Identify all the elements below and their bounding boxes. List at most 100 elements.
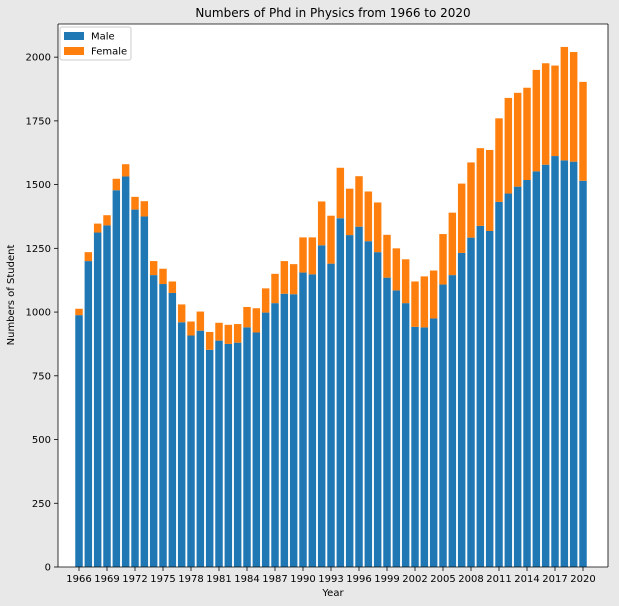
bar-female-2016	[541, 63, 550, 165]
bar-female-2013	[513, 92, 522, 187]
bar-female-2009	[476, 148, 485, 226]
bar-female-1969	[103, 215, 111, 226]
bar-male-2012	[504, 193, 513, 567]
bar-male-1987	[271, 303, 279, 567]
bar-male-1981	[215, 340, 223, 567]
bar-male-2018	[560, 160, 569, 567]
bar-female-2007	[457, 183, 466, 253]
bar-male-2017	[551, 156, 559, 568]
bar-male-1994	[336, 218, 345, 567]
x-tick-label-1987: 1987	[262, 574, 287, 585]
bar-female-1996	[355, 176, 363, 227]
bar-female-1973	[140, 201, 149, 217]
bar-male-2007	[457, 252, 466, 567]
x-tick-label-1978: 1978	[178, 574, 203, 585]
bar-female-1992	[317, 201, 326, 246]
bar-female-2011	[495, 118, 503, 202]
bar-female-1975	[159, 268, 167, 285]
bar-female-1982	[224, 324, 233, 344]
bar-female-2018	[560, 46, 569, 161]
bar-female-2020	[579, 81, 587, 181]
legend: Male Female	[59, 26, 132, 61]
x-tick-label-1972: 1972	[122, 574, 147, 585]
x-tick-label-1993: 1993	[318, 574, 343, 585]
bar-male-1974	[149, 275, 158, 567]
bar-female-2012	[504, 97, 513, 194]
x-tick-label-1969: 1969	[94, 574, 119, 585]
y-axis-title: Numbers of Student	[6, 245, 17, 346]
bar-female-1976	[168, 281, 177, 293]
bar-male-1989	[289, 294, 298, 567]
bar-male-1999	[383, 277, 391, 567]
bar-female-1983	[233, 324, 242, 343]
bar-male-1969	[103, 225, 111, 567]
bar-male-2013	[513, 186, 522, 567]
bar-male-2011	[495, 201, 503, 567]
y-tick-label-250: 250	[32, 499, 51, 510]
bar-female-2014	[523, 87, 531, 181]
bar-male-2020	[579, 180, 587, 567]
bar-female-1970	[112, 178, 121, 191]
y-tick-label-1500: 1500	[26, 180, 51, 191]
x-tick-label-1996: 1996	[346, 574, 371, 585]
bar-male-1972	[131, 209, 139, 567]
x-tick-label-1975: 1975	[150, 574, 175, 585]
bar-female-1974	[149, 261, 158, 276]
bar-male-1991	[308, 274, 317, 567]
bar-male-2009	[476, 225, 485, 567]
bar-female-2006	[448, 212, 457, 276]
bar-male-1996	[355, 226, 363, 568]
bar-female-2004	[429, 270, 438, 319]
bar-male-2019	[569, 161, 578, 567]
bar-male-1990	[299, 272, 307, 567]
y-tick-label-1750: 1750	[26, 116, 51, 127]
bar-female-1977	[177, 304, 186, 323]
bar-male-2001	[401, 303, 410, 567]
bar-male-1977	[177, 322, 186, 567]
y-tick-label-1250: 1250	[26, 244, 51, 255]
bar-male-1966	[75, 315, 83, 567]
bar-female-1979	[196, 311, 205, 331]
bar-male-1983	[233, 342, 242, 567]
legend-swatch-male	[64, 32, 84, 40]
bar-male-1995	[345, 235, 354, 567]
bar-female-1987	[271, 273, 279, 304]
bar-male-2006	[448, 275, 457, 567]
bar-male-1985	[252, 332, 261, 567]
bar-female-1972	[131, 196, 139, 210]
x-tick-label-1999: 1999	[374, 574, 399, 585]
bar-female-1980	[205, 331, 214, 350]
y-tick-label-500: 500	[32, 435, 51, 446]
bar-female-2003	[420, 276, 429, 328]
bar-male-1979	[196, 330, 205, 567]
x-tick-label-1981: 1981	[206, 574, 231, 585]
bar-male-2004	[429, 318, 438, 567]
bar-female-1994	[336, 167, 345, 219]
legend-label-male: Male	[91, 32, 115, 43]
bar-female-2002	[411, 281, 419, 327]
x-tick-label-1966: 1966	[66, 574, 91, 585]
bar-male-1988	[280, 293, 289, 567]
bar-female-2001	[401, 259, 410, 304]
bar-female-2019	[569, 52, 578, 162]
bar-male-2008	[467, 237, 475, 567]
bar-male-2014	[523, 180, 531, 567]
x-tick-label-2014: 2014	[514, 574, 539, 585]
bar-female-1968	[93, 223, 102, 233]
bar-male-1970	[112, 190, 121, 567]
bar-male-1967	[84, 261, 93, 567]
x-tick-label-2005: 2005	[430, 574, 455, 585]
y-tick-label-1000: 1000	[26, 308, 51, 319]
bar-female-2008	[467, 162, 475, 238]
bar-male-1968	[93, 232, 102, 567]
bar-female-1990	[299, 237, 307, 273]
bar-male-1984	[243, 327, 251, 567]
bar-female-1971	[121, 164, 130, 177]
bar-male-2003	[420, 327, 429, 567]
bar-female-1999	[383, 234, 391, 278]
bar-female-1967	[84, 252, 93, 262]
bar-male-2000	[392, 290, 401, 567]
bar-male-1978	[187, 335, 195, 567]
